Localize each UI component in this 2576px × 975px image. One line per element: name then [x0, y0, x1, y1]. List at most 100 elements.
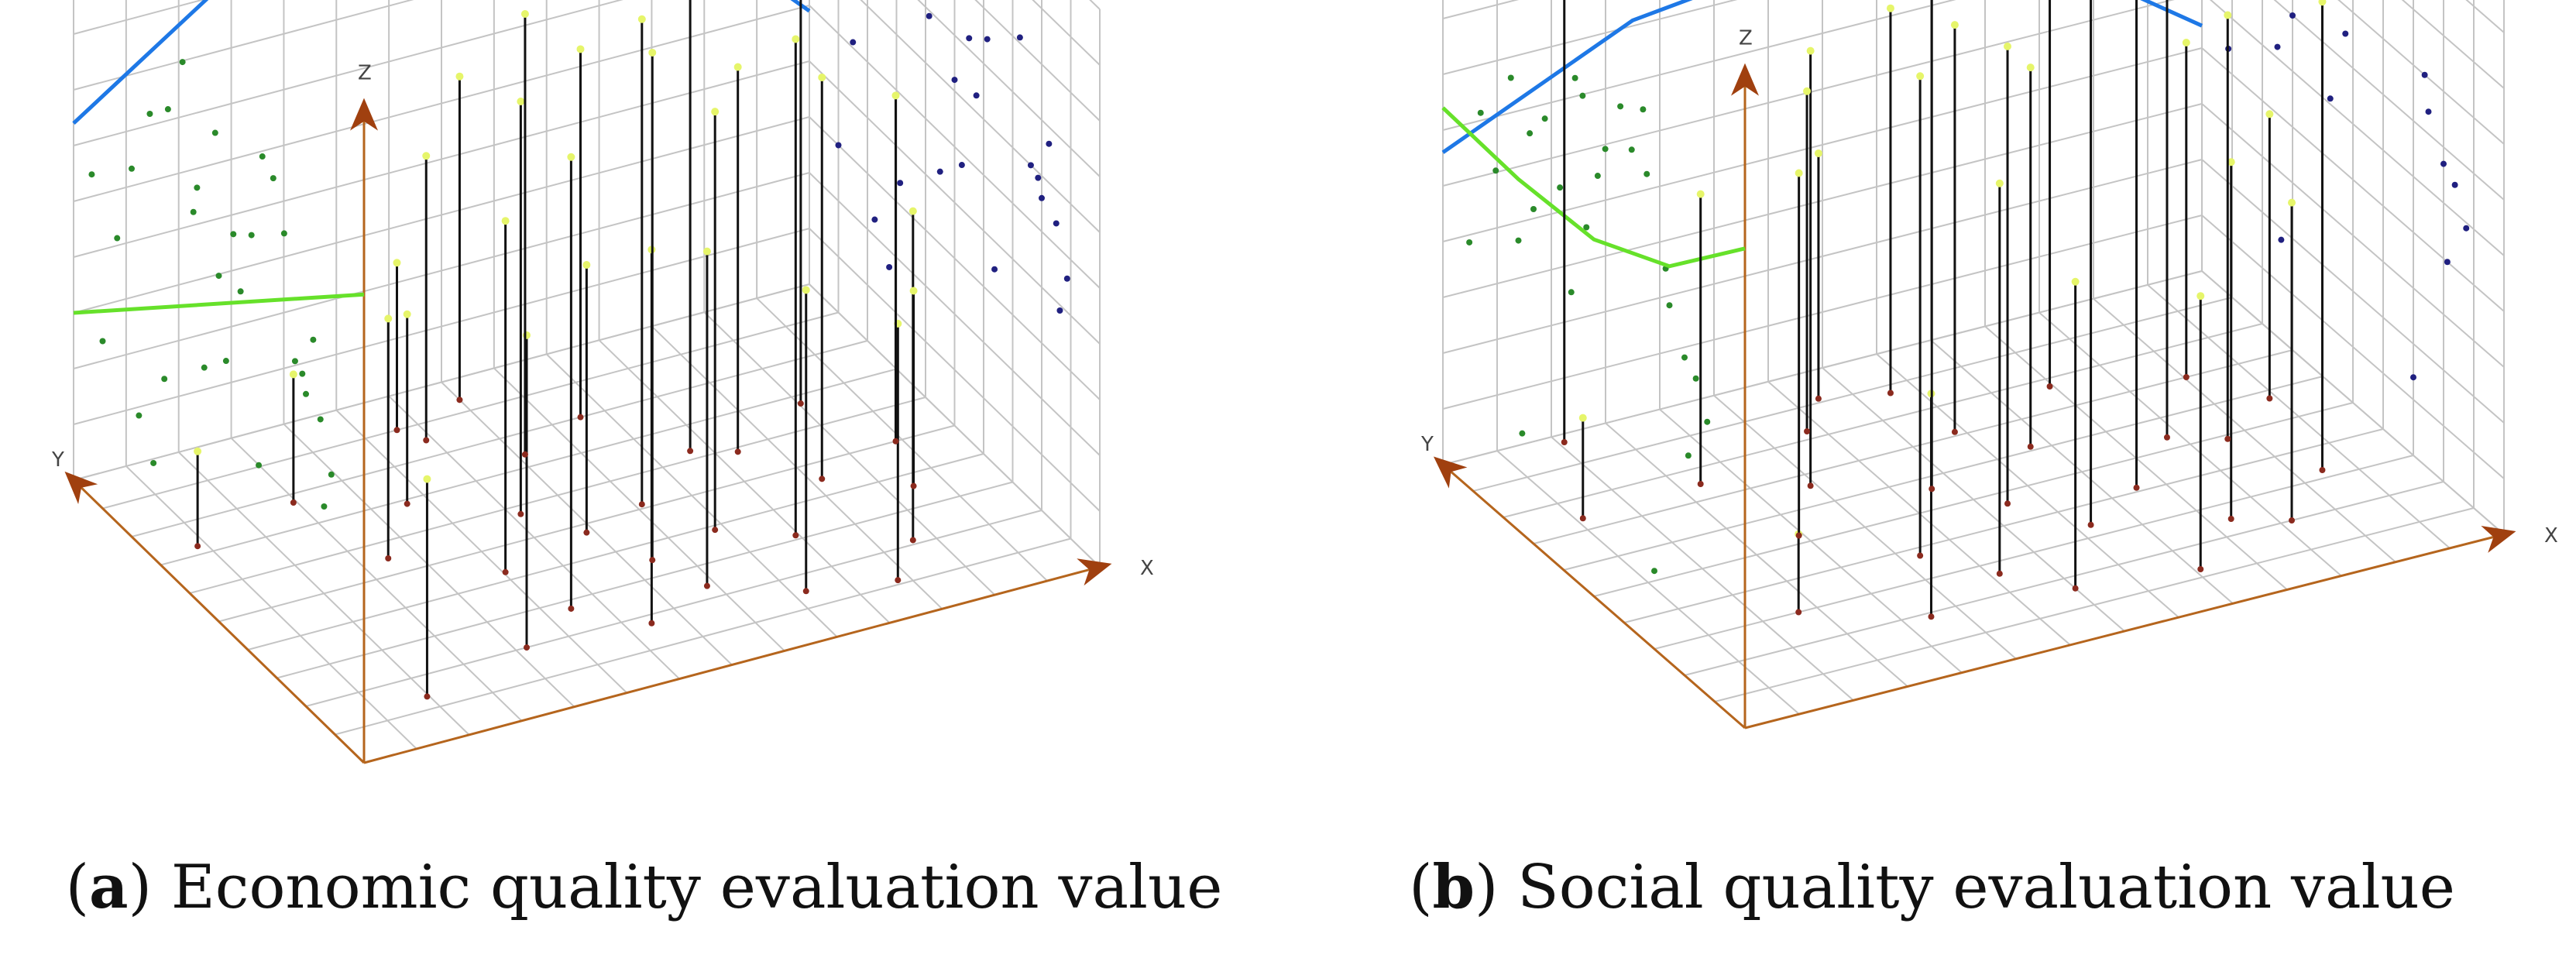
data-point	[1950, 21, 1959, 29]
data-point-base	[404, 500, 410, 507]
data-point	[2196, 292, 2205, 300]
data-point	[818, 73, 826, 81]
axes	[1442, 75, 2505, 730]
data-point-base	[1887, 390, 1894, 397]
data-point-base	[456, 397, 463, 403]
data-point	[792, 35, 800, 43]
projection-point-xz	[871, 216, 878, 223]
data-point	[802, 286, 810, 294]
projection-point-yz	[1685, 452, 1692, 459]
side-wall-grid-line	[809, 116, 1101, 400]
data-point-base	[2224, 435, 2231, 442]
projection-point-xz	[973, 92, 980, 99]
z-axis-arrow	[350, 98, 378, 131]
side-wall-grid-line	[809, 228, 1101, 512]
back-wall-grid-line	[73, 60, 810, 258]
data-point-base	[1795, 609, 1802, 616]
data-point	[393, 259, 401, 267]
projection-point-xz	[897, 180, 904, 187]
data-point-base	[568, 605, 575, 612]
projection-point-yz	[99, 338, 106, 345]
projection-point-xz	[850, 39, 857, 46]
floor-grid-line	[1684, 481, 2444, 676]
data-point	[891, 91, 900, 100]
floor-grid-line	[247, 453, 984, 651]
y-axis-arrow	[1433, 456, 1468, 489]
data-point-base	[703, 582, 710, 589]
data-point	[1578, 414, 1587, 422]
data-point	[423, 475, 431, 483]
projection-point-yz	[270, 175, 276, 182]
chart-panel-a: X Y Z (a) Economic quality evaluation valu…	[51, 0, 1223, 922]
side-wall-grid-line	[809, 5, 1101, 289]
data-point-base	[521, 451, 528, 458]
data-point	[1803, 87, 1812, 95]
projection-point-yz	[321, 503, 328, 510]
data-point-base	[1561, 439, 1568, 445]
data-point	[637, 15, 646, 23]
y-axis-line	[1442, 463, 1746, 730]
data-point	[908, 207, 917, 215]
projection-point-yz	[194, 184, 201, 191]
x-axis-label: X	[2544, 524, 2558, 548]
data-point	[582, 261, 591, 269]
data-point	[194, 447, 202, 455]
y-axis-arrow	[64, 471, 98, 505]
projection-point-yz	[190, 208, 197, 215]
back-wall-grid-line	[73, 5, 810, 202]
data-point-base	[2027, 443, 2034, 450]
trend-curve-xz	[1441, 0, 2203, 154]
data-point	[576, 45, 585, 53]
projection-point-yz	[136, 412, 143, 419]
projection-point-yz	[161, 376, 168, 383]
data-point-base	[290, 499, 297, 506]
data-point-base	[2133, 484, 2140, 491]
z-axis-arrow	[1731, 63, 1759, 96]
chart-panel-b: X Y Z (b) Social quality evaluation value	[1288, 0, 2576, 975]
caption-a-title: Economic quality evaluation value	[170, 853, 1223, 922]
projection-point-xz	[1046, 140, 1053, 147]
side-wall-grid-line	[2201, 47, 2505, 312]
side-wall-grid-line	[2201, 159, 2505, 424]
data-point	[733, 63, 742, 71]
floor-grid-line	[1654, 455, 2414, 650]
projection-point-yz	[1541, 115, 1548, 122]
projection-point-yz	[179, 59, 186, 66]
data-point	[1696, 190, 1705, 198]
data-point-base	[1929, 486, 1935, 493]
projection-point-yz	[88, 171, 95, 178]
data-point-base	[649, 557, 656, 564]
projection-point-xz	[2463, 225, 2470, 232]
projection-point-yz	[1602, 146, 1609, 153]
projection-point-yz	[317, 416, 324, 423]
z-axis-label: Z	[1739, 27, 1753, 50]
projection-point-yz	[129, 165, 135, 172]
data-point-base	[1579, 515, 1586, 522]
data-point-base	[424, 693, 431, 700]
projection-point-xz	[1016, 34, 1023, 41]
data-point	[403, 310, 411, 318]
data-point	[501, 217, 510, 225]
projection-point-xz	[2327, 95, 2334, 102]
trend-curve-yz	[73, 292, 365, 315]
data-point-base	[2266, 395, 2273, 402]
projection-point-yz	[1583, 224, 1590, 231]
projection-point-yz	[280, 230, 287, 237]
data-point	[2182, 39, 2190, 46]
x-axis-arrow	[2481, 525, 2516, 553]
projection-point-yz	[1681, 354, 1688, 361]
projection-point-yz	[328, 471, 335, 478]
floor-grid-line	[1563, 376, 2324, 571]
data-point-base	[895, 577, 902, 584]
side-wall-grid-line	[2201, 103, 2505, 368]
projection-point-xz	[2289, 12, 2296, 19]
data-point	[384, 314, 393, 323]
data-point	[702, 247, 711, 256]
data-point-base	[734, 448, 741, 455]
floor-grid-line	[335, 537, 1071, 736]
projection-point-xz	[1063, 275, 1070, 282]
projection-point-yz	[1466, 239, 1473, 245]
data-point-base	[194, 543, 201, 550]
back-wall-grid-line	[1442, 215, 2203, 410]
data-point	[422, 152, 431, 160]
